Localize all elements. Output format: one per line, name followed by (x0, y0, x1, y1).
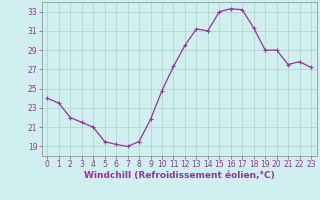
X-axis label: Windchill (Refroidissement éolien,°C): Windchill (Refroidissement éolien,°C) (84, 171, 275, 180)
